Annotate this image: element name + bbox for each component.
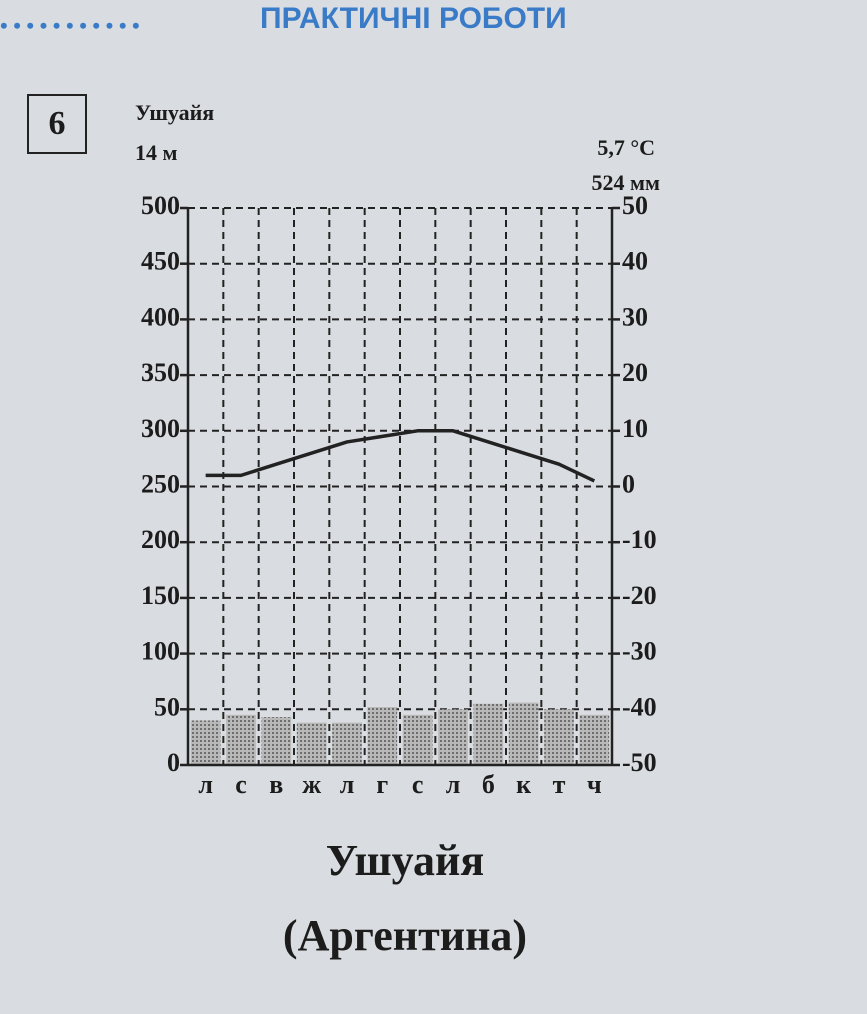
chart-title: Ушуайя <box>326 836 484 885</box>
x-tick-label: с <box>412 770 424 799</box>
annual-precipitation: 524 мм <box>592 170 660 195</box>
y-tick-label: 350 <box>141 358 180 387</box>
y2-tick-label: -30 <box>622 637 657 666</box>
y-tick-label: 0 <box>167 748 180 777</box>
precipitation-bar <box>579 714 610 765</box>
y2-tick-label: -40 <box>622 692 657 721</box>
x-tick-label: ж <box>302 770 321 799</box>
y2-tick-label: -20 <box>622 581 657 610</box>
y-tick-label: 300 <box>141 414 180 443</box>
y2-tick-label: 10 <box>622 414 648 443</box>
y2-tick-label: 0 <box>622 469 635 498</box>
y-tick-label: 250 <box>141 469 180 498</box>
precipitation-bar <box>402 714 433 765</box>
temperature-line <box>205 429 596 483</box>
y-tick-label: 450 <box>141 247 180 276</box>
x-tick-label: б <box>482 770 495 799</box>
precipitation-bar <box>473 703 504 765</box>
precipitation-bar <box>367 707 398 765</box>
x-tick-label: л <box>446 770 461 799</box>
precipitation-bar <box>508 702 539 765</box>
y-tick-label: 200 <box>141 525 180 554</box>
y2-tick-label: 50 <box>622 191 648 220</box>
precipitation-bar <box>261 717 292 765</box>
precipitation-bar <box>544 709 574 765</box>
x-tick-label: в <box>269 770 283 799</box>
y2-tick-label: 20 <box>622 358 648 387</box>
precipitation-bar <box>226 714 256 765</box>
y-tick-label: 500 <box>141 191 180 220</box>
precipitation-bar <box>190 720 221 765</box>
section-title: ПРАКТИЧНІ РОБОТИ <box>260 2 567 35</box>
x-tick-label: с <box>235 770 247 799</box>
y-tick-label: 400 <box>141 302 180 331</box>
y-tick-label: 100 <box>141 637 180 666</box>
y2-tick-label: -10 <box>622 525 657 554</box>
x-tick-label: г <box>376 770 388 799</box>
x-tick-label: л <box>340 770 355 799</box>
altitude: 14 м <box>135 140 178 165</box>
x-tick-label: к <box>516 770 531 799</box>
y-tick-label: 150 <box>141 581 180 610</box>
y2-tick-label: 30 <box>622 302 648 331</box>
x-tick-label: ч <box>587 770 602 799</box>
x-tick-label: л <box>198 770 213 799</box>
y-tick-label: 50 <box>154 692 180 721</box>
y2-tick-label: -50 <box>622 748 657 777</box>
precipitation-bar <box>296 722 327 765</box>
task-number: 6 <box>49 105 66 142</box>
chart-subtitle: (Аргентина) <box>283 911 527 960</box>
y2-tick-label: 40 <box>622 247 648 276</box>
mean-temperature: 5,7 °C <box>597 135 655 160</box>
station: Ушуайя <box>135 100 214 125</box>
x-tick-label: т <box>553 770 566 799</box>
precipitation-bar <box>438 709 468 765</box>
dots: • • • • • • • • • • • <box>0 13 140 38</box>
precipitation-bar <box>332 722 362 765</box>
number-box <box>27 94 87 154</box>
